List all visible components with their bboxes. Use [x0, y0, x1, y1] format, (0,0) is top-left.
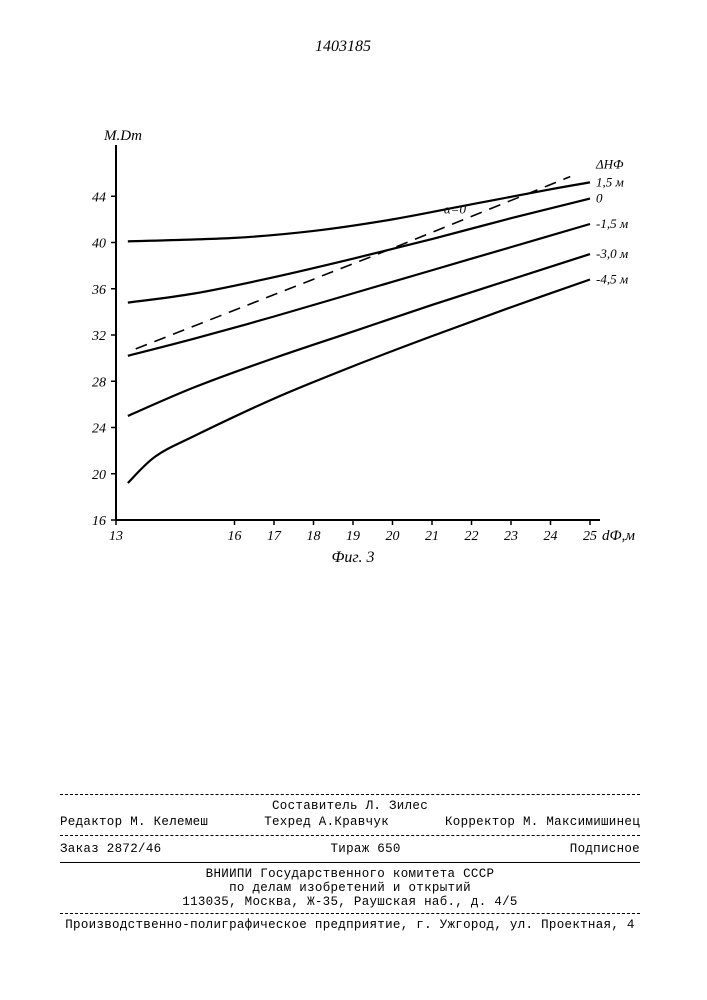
y-tick-label: 40	[92, 237, 106, 252]
rule-dash-3	[60, 913, 640, 914]
tirage-line: Тираж 650	[330, 842, 400, 856]
affairs-line: по делам изобретений и открытий	[60, 881, 640, 895]
y-tick-label: 32	[91, 329, 106, 344]
x-tick-label: 17	[267, 529, 282, 544]
series-line	[128, 182, 590, 241]
print-shop-line: Производственно-полиграфическое предприя…	[60, 918, 640, 932]
x-tick-label: 18	[307, 529, 321, 544]
corrector-line: Корректор М. Максимишинец	[445, 815, 640, 829]
alpha-line	[136, 177, 571, 349]
rule-solid-1	[60, 862, 640, 863]
address-line: 113035, Москва, Ж-35, Раушская наб., д. …	[60, 895, 640, 909]
y-tick-label: 36	[91, 283, 106, 298]
y-tick-label: 20	[92, 468, 106, 483]
editor-line: Редактор М. Келемеш	[60, 815, 208, 829]
document-number: 1403185	[315, 38, 371, 56]
x-tick-label: 20	[386, 529, 400, 544]
compiler-line: Составитель Л. Зилес	[60, 799, 640, 813]
series-label: 1,5 м	[596, 174, 624, 189]
series-label: -3,0 м	[596, 246, 628, 261]
x-tick-label: 21	[425, 529, 439, 544]
series-line	[128, 280, 590, 484]
y-tick-label: 24	[92, 422, 106, 437]
chart-container: 16202428323640441316171819202122232425M.…	[70, 140, 630, 580]
figure-caption: Фиг. 3	[332, 549, 375, 566]
y-tick-label: 16	[92, 514, 106, 529]
subscription-line: Подписное	[570, 842, 640, 856]
series-label: -1,5 м	[596, 216, 628, 231]
footer-block: Составитель Л. Зилес Редактор М. Келемеш…	[60, 790, 640, 932]
delta-h-label: ΔHФ	[595, 156, 624, 171]
series-line	[128, 224, 590, 356]
y-axis-label: M.Dт	[103, 128, 142, 144]
series-label: -4,5 м	[596, 272, 628, 287]
tehred-line: Техред А.Кравчук	[264, 815, 389, 829]
rule-dash-1	[60, 794, 640, 795]
x-tick-label: 24	[544, 529, 558, 544]
x-tick-label: 16	[228, 529, 242, 544]
x-tick-label: 13	[109, 529, 123, 544]
y-tick-label: 28	[92, 375, 106, 390]
alpha-label: α=0	[444, 202, 467, 217]
chart-svg: 16202428323640441316171819202122232425M.…	[70, 140, 630, 580]
series-label: 0	[596, 191, 603, 206]
series-line	[128, 254, 590, 416]
x-tick-label: 23	[504, 529, 518, 544]
vniipi-line: ВНИИПИ Государственного комитета СССР	[60, 867, 640, 881]
order-line: Заказ 2872/46	[60, 842, 161, 856]
y-tick-label: 44	[92, 190, 106, 205]
series-line	[128, 199, 590, 303]
page: 1403185 16202428323640441316171819202122…	[0, 0, 707, 1000]
rule-dash-2	[60, 835, 640, 836]
x-axis-label: dФ,м	[602, 528, 635, 544]
x-tick-label: 19	[346, 529, 360, 544]
x-tick-label: 25	[583, 529, 597, 544]
x-tick-label: 22	[465, 529, 479, 544]
